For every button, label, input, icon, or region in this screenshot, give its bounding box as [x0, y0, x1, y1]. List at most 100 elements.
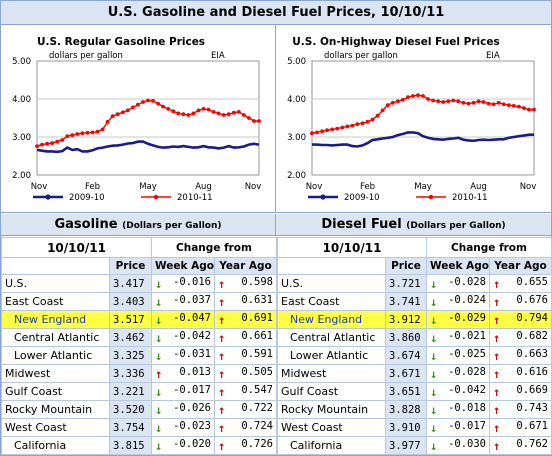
data-point	[120, 110, 125, 115]
data-point	[330, 127, 335, 132]
data-point	[335, 126, 340, 131]
data-point	[136, 102, 140, 107]
week-change-value: -0.042	[448, 383, 486, 396]
week-change-value: -0.020	[173, 437, 211, 450]
data-point	[80, 131, 85, 136]
legend-marker	[428, 194, 434, 200]
x-tick-label: Nov	[520, 182, 537, 192]
year-change-cell: ↑ 0.671	[489, 418, 552, 437]
table-row: East Coast 3.403 ↓ -0.037 ↑ 0.631	[1, 292, 277, 311]
week-change-value: -0.017	[173, 383, 211, 396]
price-cell: 3.828	[385, 400, 427, 419]
data-point	[216, 111, 221, 116]
table-row: West Coast 3.754 ↓ -0.023 ↑ 0.724	[1, 418, 277, 437]
year-change-value: 0.655	[516, 275, 548, 288]
region-cell: West Coast	[1, 418, 110, 437]
year-change-cell: ↑ 0.722	[214, 400, 277, 419]
arrow-up-icon: ↑	[218, 348, 226, 363]
table-row: Central Atlantic 3.860 ↓ -0.021 ↑ 0.682	[277, 328, 552, 347]
series-line-2010-11	[311, 94, 534, 134]
series-line-2009-10	[36, 140, 260, 154]
data-point	[146, 98, 150, 103]
diesel-heading-unit: (Dollars per Gallon)	[406, 221, 506, 231]
arrow-up-icon: ↑	[493, 276, 501, 291]
data-point	[375, 113, 380, 118]
year-change-value: 0.724	[241, 419, 273, 432]
price-cell: 3.912	[385, 310, 427, 329]
gasoline-price-chart: U.S. Regular Gasoline Prices dollars per …	[12, 36, 261, 203]
arrow-up-icon: ↑	[493, 384, 501, 399]
year-change-value: 0.676	[516, 293, 548, 306]
data-point	[532, 107, 536, 112]
arrow-down-icon: ↓	[430, 384, 438, 399]
table-row: Midwest 3.671 ↓ -0.028 ↑ 0.616	[277, 364, 552, 383]
week-change-cell: ↓ -0.021	[426, 328, 490, 347]
table-row: Gulf Coast 3.651 ↓ -0.042 ↑ 0.669	[277, 382, 552, 401]
x-tick-label: May	[414, 182, 432, 192]
week-change-value: 0.013	[179, 365, 211, 378]
year-change-cell: ↑ 0.726	[214, 436, 277, 455]
data-point	[191, 111, 196, 116]
year-change-value: 0.505	[241, 365, 273, 378]
data-point	[315, 130, 319, 135]
y-tick-label: 2.00	[12, 171, 31, 181]
table-row: California 3.977 ↓ -0.030 ↑ 0.762	[277, 436, 552, 455]
price-cell: 3.325	[109, 346, 152, 365]
plot-frame	[36, 60, 260, 176]
price-cell: 3.462	[109, 328, 152, 347]
week-change-value: -0.025	[448, 347, 486, 360]
year-change-value: 0.682	[516, 329, 548, 342]
price-column-header: Price	[385, 257, 427, 275]
region-cell: Central Atlantic	[277, 328, 386, 347]
week-change-cell: ↓ -0.028	[426, 364, 490, 383]
table-row: Gulf Coast 3.221 ↓ -0.017 ↑ 0.547	[1, 382, 277, 401]
data-point	[110, 114, 115, 118]
year-ago-column-header: Year Ago	[214, 257, 277, 275]
week-change-cell: ↓ -0.017	[426, 418, 490, 437]
arrow-down-icon: ↓	[155, 384, 163, 399]
year-change-cell: ↑ 0.794	[489, 310, 552, 329]
data-point	[105, 119, 110, 124]
data-point	[206, 107, 211, 112]
change-from-label: Change from	[426, 237, 552, 258]
data-point	[100, 127, 105, 132]
data-point	[60, 138, 65, 142]
x-tick-label: Feb	[360, 182, 375, 192]
year-change-cell: ↑ 0.669	[489, 382, 552, 401]
data-point	[45, 141, 49, 146]
legend-marker	[320, 194, 326, 200]
data-point	[75, 132, 80, 136]
y-tick-label: 3.00	[12, 133, 31, 143]
y-tick-label: 3.00	[287, 133, 306, 143]
arrow-up-icon: ↑	[218, 438, 226, 453]
diesel-heading: Diesel Fuel	[321, 217, 402, 232]
week-change-cell: ↓ -0.025	[426, 346, 490, 365]
week-change-value: -0.017	[448, 419, 486, 432]
legend-label: 2009-10	[344, 193, 380, 203]
region-cell: West Coast	[277, 418, 386, 437]
price-cell: 3.741	[385, 292, 427, 311]
arrow-down-icon: ↓	[430, 276, 438, 291]
data-point	[70, 133, 75, 137]
year-change-value: 0.669	[516, 383, 548, 396]
data-point	[181, 112, 186, 117]
table-date-row: 10/10/11 Change from	[1, 237, 277, 258]
data-point	[496, 100, 501, 105]
arrow-down-icon: ↓	[155, 402, 163, 417]
year-change-value: 0.598	[241, 275, 273, 288]
chart-unit-label: dollars per gallon	[49, 51, 123, 61]
data-point	[527, 107, 531, 112]
year-change-cell: ↑ 0.663	[489, 346, 552, 365]
data-point	[517, 104, 521, 109]
data-point	[416, 93, 420, 98]
price-cell: 3.651	[385, 382, 427, 401]
gasoline-section-heading: Gasoline (Dollars per Gallon)	[1, 214, 276, 236]
year-change-value: 0.794	[516, 311, 548, 324]
year-change-value: 0.661	[241, 329, 273, 342]
data-point	[151, 99, 155, 103]
diesel-section-heading: Diesel Fuel (Dollars per Gallon)	[276, 214, 551, 236]
price-cell: 3.671	[385, 364, 427, 383]
x-tick-label: Aug	[470, 182, 487, 192]
table-date: 10/10/11	[1, 237, 152, 258]
